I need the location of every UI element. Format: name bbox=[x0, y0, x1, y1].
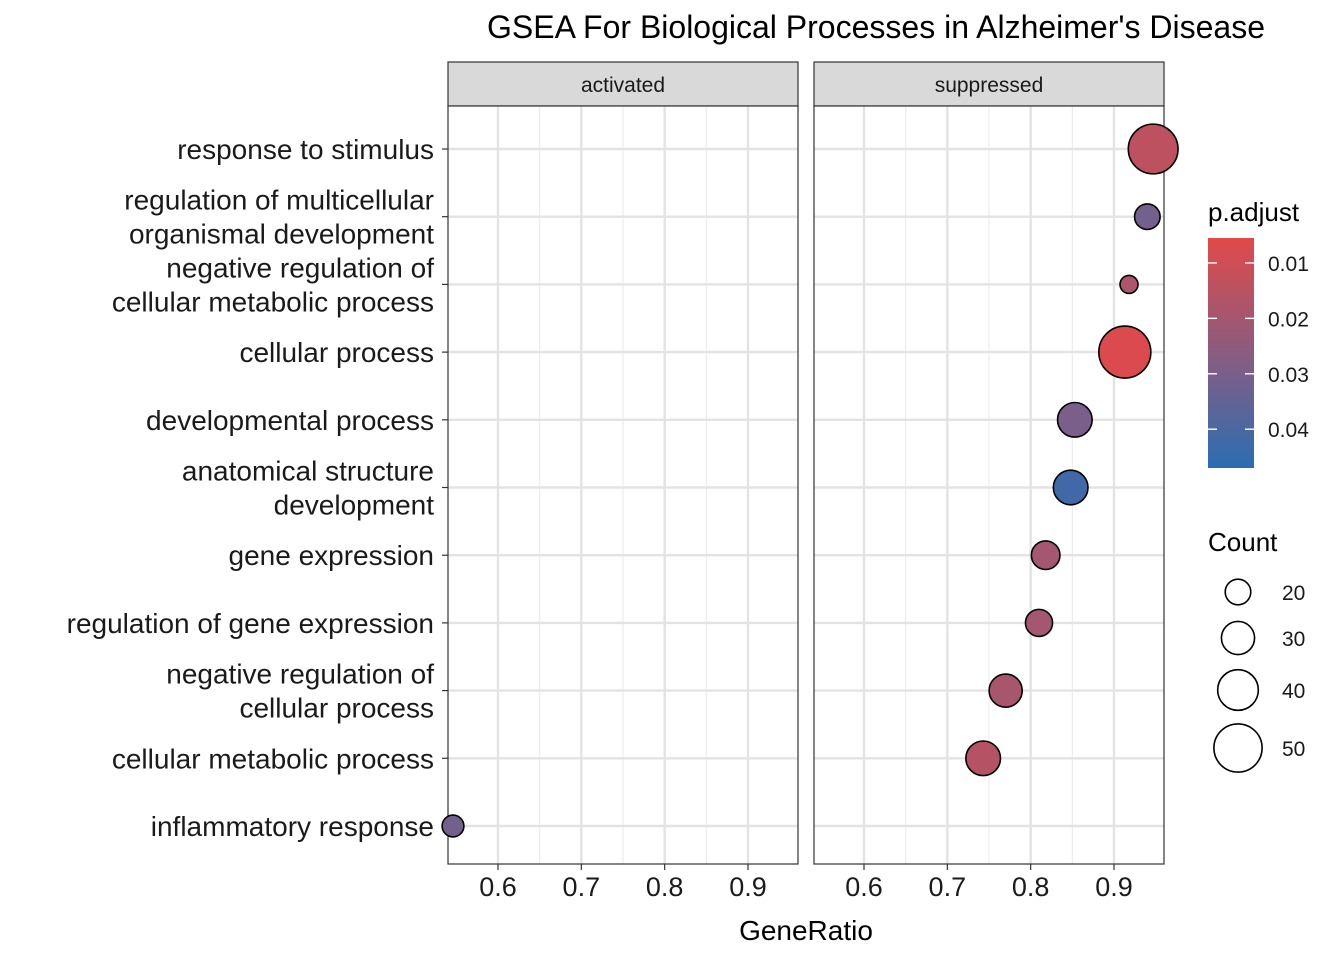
size-key-circle bbox=[1216, 668, 1260, 712]
strip-suppressed bbox=[813, 61, 1165, 107]
y-tick-label: regulation of gene expression bbox=[67, 608, 434, 639]
data-point bbox=[1056, 401, 1093, 438]
size-legend-keys: 20 30 40 50 bbox=[1213, 578, 1305, 773]
size-key-circle bbox=[1220, 620, 1256, 656]
y-tick-label: gene expression bbox=[229, 540, 434, 571]
size-key-label: 30 bbox=[1282, 628, 1305, 651]
y-tick-label: development bbox=[274, 490, 435, 521]
y-tick-label: organismal development bbox=[129, 219, 434, 250]
y-tick-label: developmental process bbox=[146, 405, 434, 436]
x-tick-label: 0.8 bbox=[1012, 872, 1050, 902]
y-tick-label: negative regulation of bbox=[166, 252, 434, 283]
data-points bbox=[441, 123, 1179, 838]
size-key-label: 50 bbox=[1282, 738, 1305, 761]
y-tick-label: cellular metabolic process bbox=[112, 286, 434, 317]
facet-panels: activated 0.6 0.7 0.8 0.9 suppressed 0.6 0.7 0.8… bbox=[447, 61, 1165, 902]
panel-border bbox=[447, 105, 799, 865]
data-point bbox=[965, 740, 1002, 777]
x-tick-label: 0.8 bbox=[646, 872, 684, 902]
color-tick-label: 0.04 bbox=[1268, 419, 1309, 442]
data-point bbox=[1098, 325, 1152, 379]
size-key-label: 20 bbox=[1282, 582, 1305, 605]
y-axis-labels: response to stimulus regulation of multic… bbox=[67, 134, 448, 842]
legends: p.adjust 0.01 0.02 0.03 0.04 Count 20 30 40 50 bbox=[1208, 197, 1309, 773]
color-tick-label: 0.01 bbox=[1268, 253, 1309, 276]
size-legend-title: Count bbox=[1208, 527, 1278, 557]
size-key-label: 40 bbox=[1282, 680, 1305, 703]
y-tick-label: anatomical structure bbox=[182, 456, 434, 487]
y-tick-label: cellular metabolic process bbox=[112, 743, 434, 774]
data-point bbox=[1127, 123, 1179, 175]
strip-activated bbox=[447, 61, 799, 107]
x-tick-label: 0.7 bbox=[929, 872, 967, 902]
data-point bbox=[988, 673, 1024, 708]
strip-label-suppressed: suppressed bbox=[935, 74, 1044, 97]
y-tick-label: cellular process bbox=[239, 693, 434, 724]
y-tick-label: cellular process bbox=[239, 337, 434, 368]
y-tick-label: inflammatory response bbox=[151, 811, 434, 842]
y-tick-label: regulation of multicellular bbox=[124, 185, 434, 216]
data-point bbox=[1024, 608, 1054, 638]
y-tick-label: negative regulation of bbox=[166, 659, 434, 690]
chart-title: GSEA For Biological Processes in Alzheim… bbox=[487, 9, 1265, 45]
x-tick-label: 0.9 bbox=[729, 872, 767, 902]
x-tick-label: 0.6 bbox=[845, 872, 883, 902]
color-legend-title: p.adjust bbox=[1208, 197, 1300, 227]
data-point bbox=[441, 814, 465, 838]
color-legend-ticks: 0.01 0.02 0.03 0.04 bbox=[1208, 253, 1309, 442]
x-tick-label: 0.9 bbox=[1095, 872, 1133, 902]
color-tick-label: 0.03 bbox=[1268, 364, 1309, 387]
data-point bbox=[1119, 274, 1139, 295]
panel-border bbox=[813, 105, 1165, 865]
size-key-circle bbox=[1224, 578, 1252, 606]
y-tick-label: response to stimulus bbox=[177, 134, 434, 165]
data-point bbox=[1133, 203, 1161, 231]
strip-label-activated: activated bbox=[581, 74, 665, 97]
x-tick-label: 0.6 bbox=[479, 872, 517, 902]
x-tick-label: 0.7 bbox=[563, 872, 601, 902]
panel-activated: activated 0.6 0.7 0.8 0.9 bbox=[447, 61, 799, 902]
color-legend-bar bbox=[1208, 238, 1254, 468]
data-point bbox=[1052, 469, 1089, 506]
panel-suppressed: suppressed 0.6 0.7 0.8 0.9 bbox=[813, 61, 1165, 902]
x-axis-title: GeneRatio bbox=[739, 915, 873, 946]
color-tick-label: 0.02 bbox=[1268, 308, 1309, 331]
data-point bbox=[1030, 540, 1061, 571]
size-key-circle bbox=[1213, 723, 1263, 773]
